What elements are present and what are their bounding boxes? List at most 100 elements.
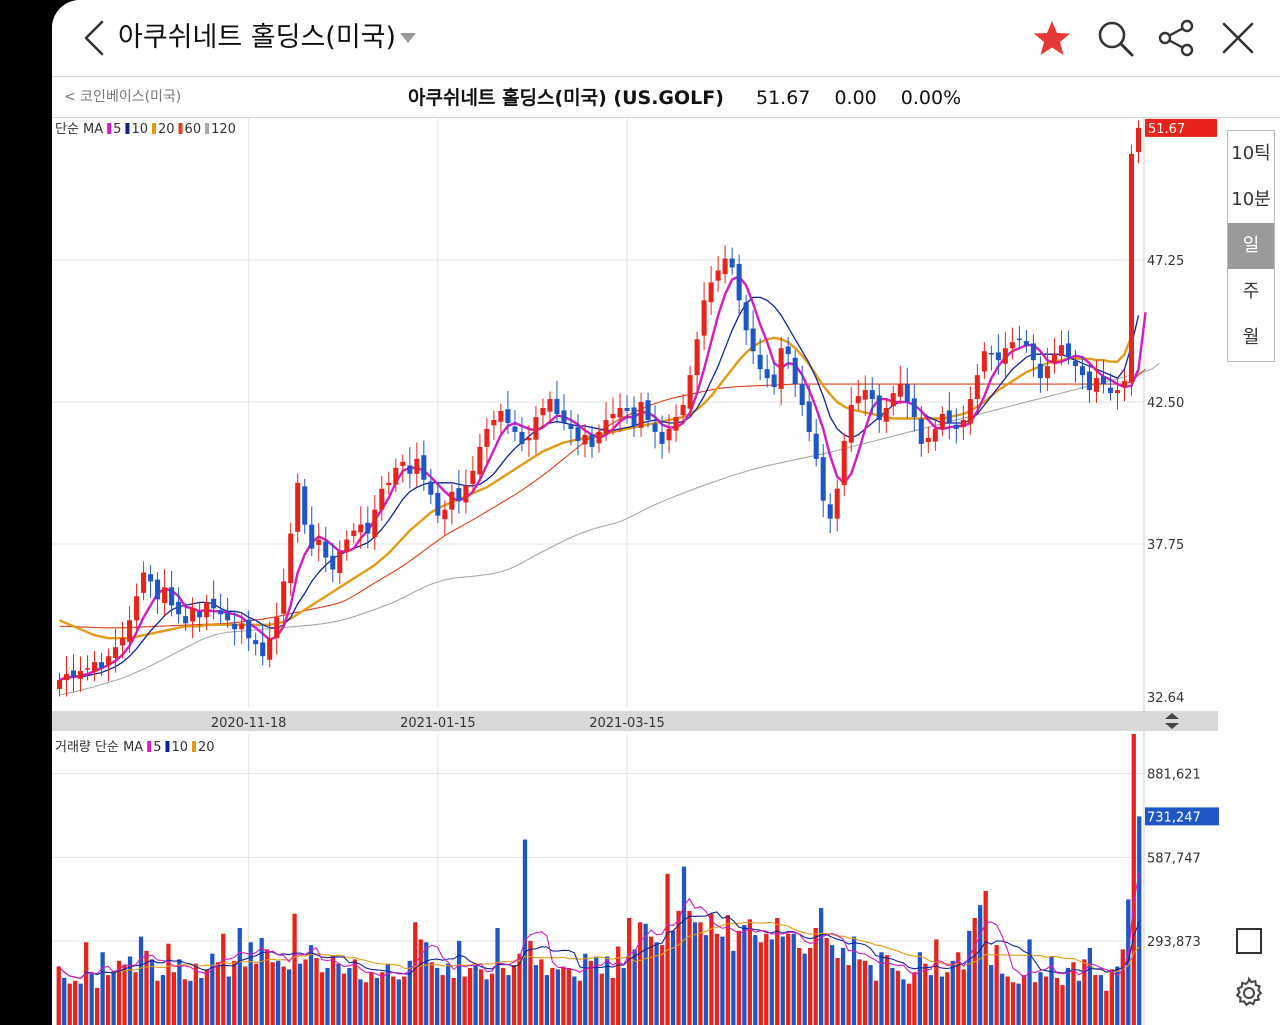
volume-bar [835, 957, 840, 1025]
candle-body [680, 405, 686, 416]
volume-bar [769, 939, 774, 1025]
candle-body [736, 263, 742, 301]
volume-bar [297, 963, 303, 1025]
volume-bar [369, 972, 374, 1025]
volume-bar [160, 975, 166, 1025]
candle-body [148, 574, 154, 582]
candle-body [120, 638, 126, 646]
candle-body [274, 617, 280, 639]
candle-body [687, 375, 693, 409]
legend-swatch [107, 123, 112, 134]
volume-bar [221, 933, 226, 1025]
volume-bar [813, 928, 818, 1025]
draw-rectangle-icon[interactable] [1236, 928, 1262, 954]
candle-body [204, 602, 210, 618]
volume-ma-line-5 [58, 871, 1140, 980]
tab-10-minute[interactable]: 10분 [1231, 189, 1271, 210]
volume-bars [56, 734, 1142, 1025]
candle-body [729, 258, 735, 268]
volume-bar [1082, 959, 1087, 1025]
volume-bar [511, 965, 517, 1025]
volume-bar [747, 919, 752, 1025]
volume-bar [999, 973, 1005, 1025]
candle-body [449, 491, 455, 510]
volume-bar [550, 967, 555, 1025]
candle-body [757, 354, 763, 370]
candle-body [890, 393, 896, 407]
candle-body [512, 426, 518, 432]
share-icon[interactable] [1156, 18, 1196, 58]
volume-bar [840, 947, 846, 1025]
volume-bar [407, 960, 412, 1025]
candle-body [190, 608, 196, 622]
candle-body [925, 437, 931, 443]
star-icon[interactable] [1032, 18, 1072, 58]
candle-body [806, 401, 812, 432]
tab-10-tick[interactable]: 10틱 [1231, 143, 1271, 164]
volume-bar [155, 980, 160, 1025]
candle-body [834, 488, 840, 519]
volume-bar [182, 979, 188, 1025]
candle-body [407, 465, 413, 474]
volume-bar [100, 952, 105, 1025]
candle-body [435, 492, 441, 516]
candle-body [575, 427, 581, 441]
volume-bar [456, 940, 462, 1025]
volume-bar [270, 962, 275, 1025]
candle-body [568, 424, 574, 429]
volume-bar [967, 930, 972, 1025]
tab-day[interactable]: 일 [1228, 223, 1274, 269]
candle-body [526, 437, 532, 441]
volume-bar [659, 945, 665, 1025]
candle-body [764, 369, 770, 379]
gear-icon[interactable] [1232, 976, 1266, 1010]
tab-month[interactable]: 월 [1242, 327, 1260, 348]
volume-bar [122, 965, 127, 1025]
close-icon[interactable] [1218, 18, 1258, 58]
period-tabs: 10틱 10분 일 주 월 [1227, 130, 1275, 362]
volume-bar [906, 983, 912, 1025]
candle-body [624, 408, 630, 412]
volume-bar [358, 979, 363, 1025]
volume-bar [199, 977, 204, 1025]
volume-bar [709, 913, 714, 1025]
volume-bar [116, 960, 122, 1025]
candle-body [372, 509, 378, 538]
volume-bar [500, 967, 506, 1025]
volume-bar [742, 925, 747, 1025]
volume-bar [961, 969, 966, 1025]
volume-bar [1021, 975, 1027, 1025]
volume-bar [703, 935, 709, 1025]
volume-bar [391, 976, 396, 1025]
ma-line-20 [59, 335, 1133, 640]
volume-bar [215, 962, 220, 1025]
volume-bar [895, 970, 901, 1025]
volume-bar [824, 937, 829, 1025]
volume-bar [275, 960, 281, 1025]
candle-body [288, 533, 294, 584]
resize-handle-icon[interactable] [1165, 713, 1179, 729]
back-chevron-icon[interactable] [76, 18, 116, 58]
candle-body [211, 598, 217, 609]
y-tick-label: 587,747 [1147, 851, 1201, 866]
candle-body [344, 539, 350, 552]
dropdown-triangle-icon[interactable] [400, 33, 416, 43]
volume-bar [166, 943, 171, 1025]
candle-body [939, 414, 945, 429]
candle-body [1100, 376, 1106, 385]
volume-bar [583, 953, 588, 1025]
volume-bar [917, 952, 923, 1025]
volume-bar [687, 910, 692, 1025]
volume-bar [303, 959, 308, 1025]
volume-bar [56, 966, 61, 1025]
previous-stock-link[interactable]: < 코인베이스(미국) [64, 89, 182, 105]
volume-bar [210, 953, 215, 1025]
volume-bar [725, 915, 731, 1025]
candle-body [393, 467, 399, 485]
top-header: 아쿠쉬네트 홀딩스(미국) [52, 0, 1280, 76]
candle-body [827, 504, 833, 519]
tab-week[interactable]: 주 [1242, 281, 1260, 302]
search-icon[interactable] [1095, 18, 1135, 58]
candle-body [141, 572, 147, 593]
candle-body [309, 524, 315, 549]
